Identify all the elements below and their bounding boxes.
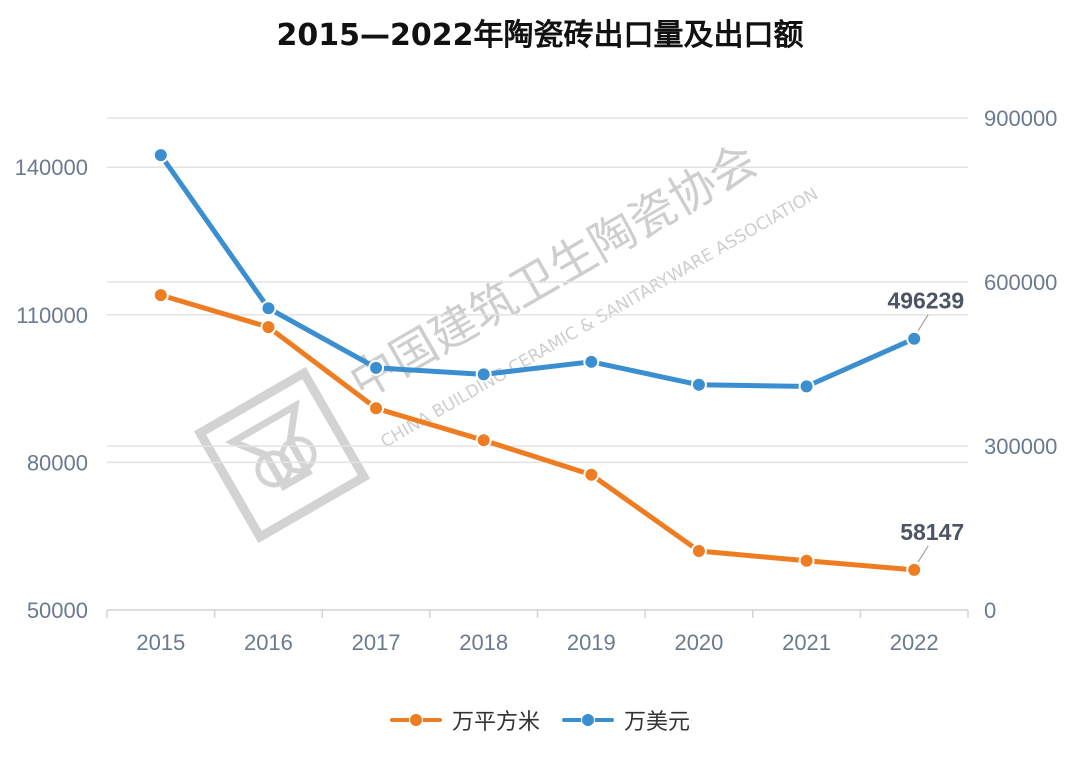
data-label: 496239 (887, 288, 964, 314)
legend-label-value: 万美元 (624, 710, 691, 735)
x-tick-label: 2017 (352, 630, 401, 655)
x-tick-label: 2022 (890, 630, 939, 655)
right-y-tick-label: 0 (984, 598, 996, 623)
data-point (152, 147, 169, 164)
left-y-tick-label: 50000 (27, 598, 88, 623)
left-y-tick-label: 140000 (15, 155, 88, 180)
data-point (583, 353, 600, 370)
data-label-leader (917, 314, 929, 332)
data-point (906, 561, 923, 578)
x-tick-label: 2016 (244, 630, 293, 655)
right-y-axis: 0 300000 600000 900000 (984, 106, 1057, 623)
x-axis: 2015 2016 2017 2018 2019 2020 2021 2022 (106, 609, 969, 655)
x-tick-label: 2015 (136, 630, 185, 655)
data-point (475, 366, 492, 383)
legend-item-area[interactable]: 万平方米 (389, 704, 540, 736)
data-point (583, 466, 600, 483)
data-point (690, 376, 707, 393)
left-y-tick-label: 110000 (16, 303, 88, 328)
data-point (690, 542, 707, 559)
legend-swatch-area (389, 713, 442, 727)
data-point (798, 552, 815, 569)
left-y-tick-label: 80000 (27, 450, 88, 475)
data-point (368, 359, 385, 376)
legend: 万平方米 万美元 (0, 704, 1080, 736)
data-point (260, 300, 277, 317)
data-point (475, 432, 492, 449)
legend-item-value[interactable]: 万美元 (562, 704, 690, 736)
series-line-0 (158, 292, 917, 573)
right-y-tick-label: 600000 (984, 270, 1057, 295)
x-tick-label: 2021 (782, 630, 831, 655)
x-tick-label: 2019 (567, 630, 616, 655)
series-line-1 (158, 152, 917, 389)
data-label-leader (917, 545, 929, 563)
grid-lines (107, 117, 968, 464)
right-y-tick-label: 900000 (984, 106, 1057, 131)
association-watermark: 中国建筑卫生陶瓷协会 CHINA BUILDING CERAMIC & SANI… (193, 133, 822, 544)
chart-title: 2015—2022年陶瓷砖出口量及出口额 (276, 18, 804, 53)
data-point (152, 287, 169, 304)
data-point (260, 319, 277, 336)
data-label: 58147 (900, 519, 964, 545)
left-y-axis: 50000 80000 110000 140000 (15, 155, 88, 623)
data-point (906, 330, 923, 347)
legend-swatch-value (562, 713, 614, 727)
data-point (798, 378, 815, 395)
legend-label-area: 万平方米 (451, 710, 540, 735)
x-tick-label: 2020 (674, 630, 723, 655)
right-y-tick-label: 300000 (984, 434, 1057, 459)
x-tick-label: 2018 (459, 630, 508, 655)
series-lines (152, 147, 923, 578)
data-point (368, 400, 385, 417)
data-labels: 58147 496239 (887, 288, 964, 563)
